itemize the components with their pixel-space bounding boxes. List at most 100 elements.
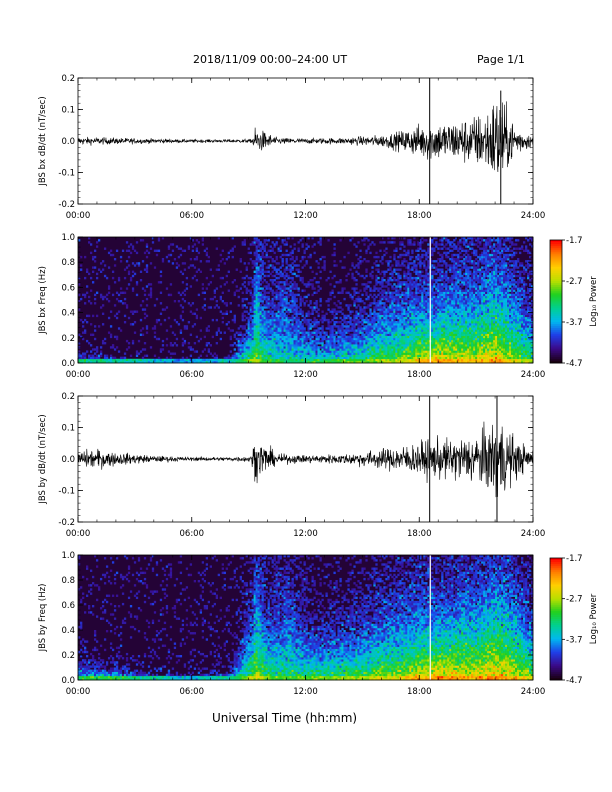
spectrogram-cell (397, 350, 400, 353)
spectrogram-cell (403, 331, 406, 334)
spectrogram-cell (275, 293, 278, 297)
spectrogram-cell (131, 247, 135, 250)
spectrogram-cell (241, 360, 244, 364)
spectrogram-cell (193, 350, 197, 353)
spectrogram-cell (271, 327, 274, 330)
spectrogram-cell (117, 300, 121, 303)
spectrogram-cell (337, 344, 340, 347)
spectrogram-cell (293, 287, 296, 290)
spectrogram-cell (415, 354, 418, 357)
spectrogram-cell (253, 241, 256, 244)
spectrogram-cell (299, 260, 302, 263)
y-tick-label: 0.2 (61, 74, 75, 84)
spectrogram-cell (145, 297, 149, 301)
spectrogram-cell (419, 358, 422, 362)
spectrogram-cell (401, 297, 404, 301)
spectrogram-cell (331, 360, 334, 364)
spectrogram-cell (155, 360, 159, 364)
spectrogram-cell (381, 310, 384, 313)
spectrogram-cell (423, 337, 426, 341)
spectrogram-cell (381, 312, 384, 315)
spectrogram-cell (257, 360, 260, 364)
spectrogram-cell (191, 360, 195, 364)
spectrogram-cell (431, 350, 434, 353)
spectrogram-cell (327, 327, 330, 330)
spectrogram-cell (159, 350, 163, 353)
spectrogram-cell (305, 335, 308, 339)
spectrogram-cell (371, 339, 374, 343)
spectrogram-cell (391, 291, 394, 294)
spectrogram-cell (261, 295, 264, 299)
spectrogram-cell (427, 287, 430, 290)
spectrogram-cell (283, 295, 286, 299)
spectrogram-cell (89, 333, 93, 336)
spectrogram-cell (253, 276, 256, 280)
spectrogram-cell (369, 308, 372, 311)
spectrogram-cell (95, 356, 99, 360)
spectrogram-cell (357, 344, 360, 347)
spectrogram-cell (255, 325, 258, 328)
spectrogram-cell (395, 337, 398, 341)
spectrogram-cell (411, 335, 414, 339)
spectrogram-cell (105, 297, 109, 301)
spectrogram-cell (287, 339, 290, 343)
spectrogram-cell (303, 304, 306, 307)
spectrogram-cell (139, 318, 143, 322)
spectrogram-cell (311, 339, 314, 343)
spectrogram-cell (333, 253, 336, 257)
spectrogram-cell (285, 260, 288, 263)
spectrogram-cell (447, 264, 450, 267)
spectrogram-cell (283, 289, 286, 292)
spectrogram-cell (145, 327, 149, 330)
spectrogram-cell (445, 358, 448, 362)
spectrogram-cell (119, 329, 123, 332)
spectrogram-cell (445, 308, 448, 311)
spectrogram-cell (379, 321, 382, 324)
spectrogram-cell (433, 247, 436, 250)
spectrogram-cell (407, 241, 410, 244)
spectrogram-cell (377, 289, 380, 292)
spectrogram-cell (411, 350, 414, 353)
spectrogram-cell (347, 335, 350, 339)
spectrogram-cell (421, 331, 424, 334)
spectrogram-cell (395, 360, 398, 364)
spectrogram-cell (443, 327, 446, 330)
spectrogram-cell (379, 337, 382, 341)
spectrogram-cell (101, 268, 105, 271)
spectrogram-cell (123, 276, 127, 280)
spectrogram-cell (387, 346, 390, 349)
spectrogram-cell (279, 342, 282, 345)
spectrogram-cell (227, 327, 230, 330)
spectrogram-cell (401, 356, 404, 360)
spectrogram-cell (353, 279, 356, 282)
spectrogram-cell (447, 318, 450, 322)
spectrogram-cell (321, 337, 324, 341)
spectrogram-cell (421, 360, 424, 364)
spectrogram-cell (78, 283, 81, 286)
spectrogram-cell (395, 268, 398, 271)
spectrogram-cell (293, 329, 296, 332)
spectrogram-cell (299, 358, 302, 362)
spectrogram-cell (377, 327, 380, 330)
spectrogram-cell (445, 247, 448, 250)
spectrogram-cell (351, 356, 354, 360)
spectrogram-cell (109, 310, 113, 313)
spectrogram-cell (379, 356, 382, 360)
spectrogram-cell (349, 312, 352, 315)
spectrogram-cell (257, 293, 260, 297)
spectrogram-cell (297, 318, 300, 322)
spectrogram-cell (447, 312, 450, 315)
spectrogram-cell (265, 333, 268, 336)
spectrogram-cell (355, 306, 358, 309)
spectrogram-cell (397, 325, 400, 328)
spectrogram-cell (349, 337, 352, 341)
spectrogram-cell (131, 339, 135, 343)
spectrogram-cell (341, 266, 344, 269)
spectrogram-cell (427, 344, 430, 347)
spectrogram-cell (205, 287, 209, 290)
spectrogram-cell (203, 304, 207, 307)
spectrogram-cell (365, 316, 368, 320)
spectrogram-cell (93, 329, 97, 332)
spectrogram-cell (409, 350, 412, 353)
spectrogram-cell (317, 342, 320, 345)
